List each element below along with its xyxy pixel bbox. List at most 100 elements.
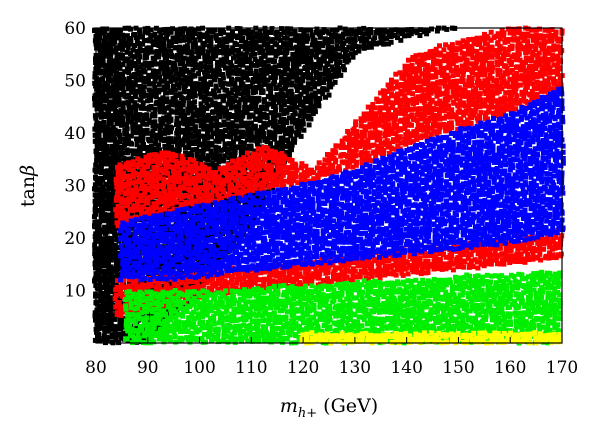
data-point	[336, 69, 342, 74]
data-point	[208, 233, 214, 239]
data-point	[357, 144, 362, 149]
data-point	[443, 42, 449, 48]
data-point	[112, 39, 118, 45]
data-point	[202, 64, 208, 70]
data-point	[294, 167, 300, 173]
data-point	[173, 158, 179, 164]
data-point	[305, 49, 311, 55]
data-point	[174, 215, 180, 221]
data-point	[102, 140, 108, 146]
data-point	[116, 85, 122, 91]
data-point	[271, 158, 276, 164]
data-point	[413, 79, 419, 85]
data-point	[385, 144, 391, 150]
data-point	[336, 66, 342, 72]
data-point	[276, 99, 282, 105]
data-point	[108, 238, 114, 243]
data-point	[125, 150, 131, 156]
data-point	[180, 29, 186, 35]
data-point	[148, 138, 154, 144]
data-point	[442, 96, 448, 102]
data-point	[214, 243, 220, 249]
data-point	[417, 125, 423, 131]
data-point	[98, 181, 104, 187]
data-point	[291, 74, 296, 80]
data-point	[461, 55, 467, 61]
data-point	[198, 61, 204, 67]
data-point	[233, 185, 239, 191]
data-point	[210, 160, 216, 166]
data-point	[204, 194, 210, 200]
data-point	[300, 44, 306, 50]
data-point	[240, 149, 245, 154]
data-point	[161, 105, 167, 111]
data-point	[112, 173, 117, 178]
data-point	[258, 172, 264, 178]
data-point	[205, 145, 211, 151]
data-point	[367, 130, 373, 136]
data-point	[136, 41, 142, 46]
data-point	[129, 225, 135, 231]
data-point	[398, 107, 404, 113]
data-point	[153, 38, 159, 44]
data-point	[434, 107, 440, 112]
data-point	[148, 60, 154, 66]
data-point	[457, 108, 463, 114]
data-point	[145, 30, 151, 36]
data-point	[145, 98, 151, 104]
data-point	[279, 164, 285, 170]
data-point	[152, 84, 158, 90]
data-point	[358, 133, 364, 139]
data-point	[441, 91, 446, 97]
data-point	[376, 122, 382, 128]
data-point	[381, 41, 387, 47]
data-point	[313, 70, 319, 75]
data-point	[128, 36, 134, 42]
data-point	[300, 118, 306, 124]
data-point	[210, 175, 216, 181]
data-point	[94, 54, 100, 60]
data-point	[272, 110, 278, 116]
data-point	[446, 103, 452, 109]
data-point	[113, 207, 119, 213]
data-point	[102, 38, 107, 44]
data-point	[304, 88, 309, 94]
data-point	[444, 72, 450, 78]
data-point	[413, 69, 419, 75]
data-point	[334, 27, 340, 33]
data-point	[194, 156, 200, 162]
data-point	[189, 94, 195, 100]
data-point	[310, 65, 316, 70]
data-point	[201, 81, 207, 86]
data-point	[104, 144, 110, 149]
data-point	[348, 51, 354, 57]
data-point	[166, 140, 172, 146]
data-point	[218, 31, 224, 37]
data-point	[289, 170, 295, 176]
data-point	[470, 36, 476, 42]
data-point	[104, 289, 109, 295]
data-point	[96, 314, 102, 320]
data-point	[390, 105, 396, 110]
data-point	[201, 168, 207, 174]
data-point	[235, 76, 240, 82]
data-point	[308, 81, 314, 87]
data-point	[160, 121, 166, 126]
data-point	[252, 216, 258, 222]
data-point	[289, 80, 295, 86]
data-point	[180, 59, 186, 65]
data-point	[350, 164, 356, 170]
data-point	[114, 307, 120, 313]
data-point	[441, 73, 447, 79]
data-point	[97, 232, 103, 238]
data-point	[196, 45, 202, 51]
data-point	[120, 115, 126, 121]
data-point	[436, 108, 442, 114]
data-point	[395, 83, 401, 89]
data-point	[189, 72, 195, 78]
data-point	[108, 257, 114, 263]
data-point	[282, 138, 288, 144]
data-point	[197, 91, 203, 97]
data-point	[284, 143, 290, 149]
data-point	[220, 72, 225, 77]
